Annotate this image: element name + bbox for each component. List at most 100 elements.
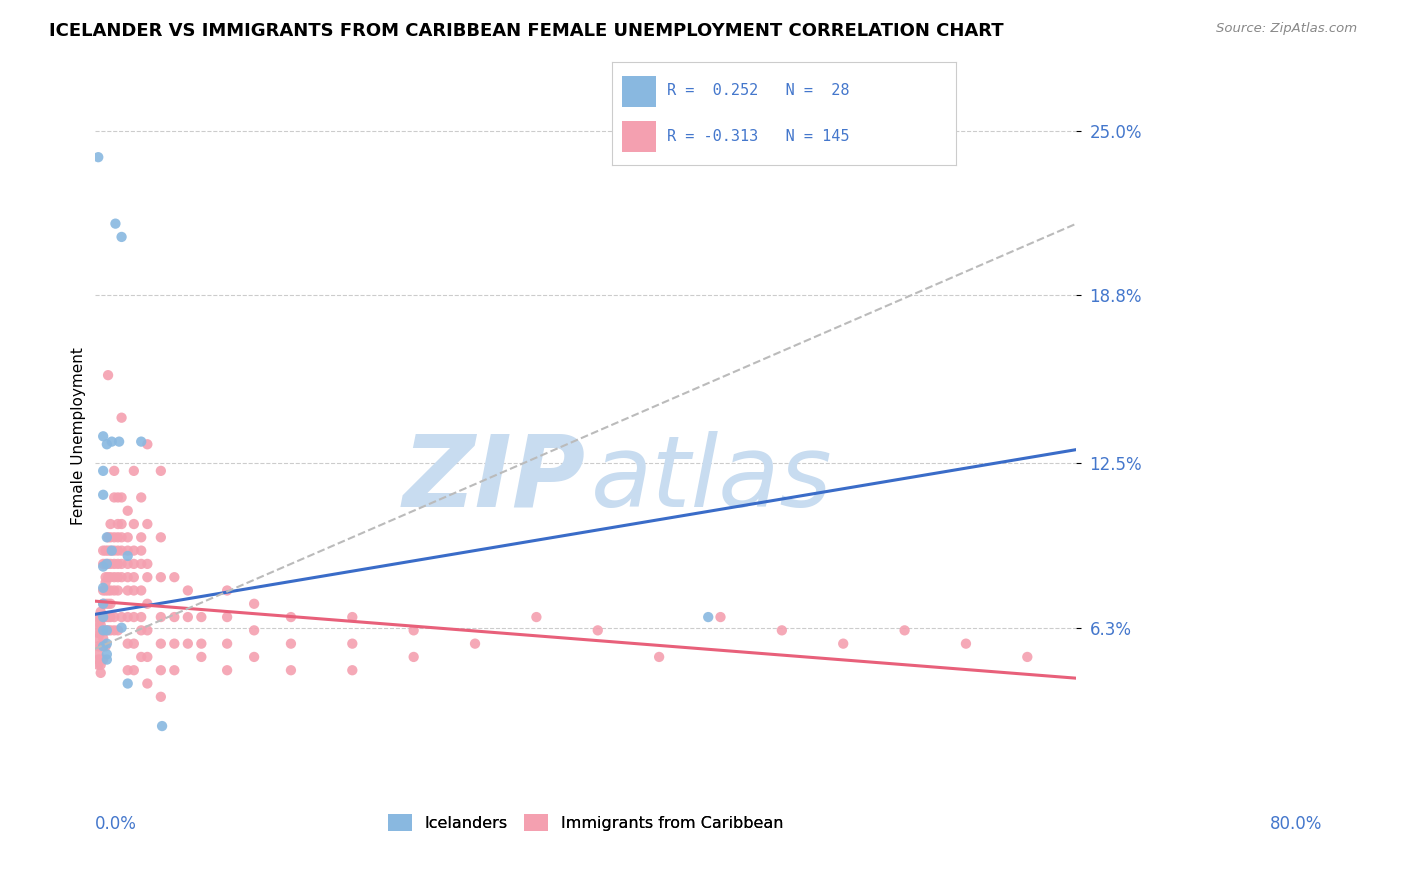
Point bbox=[117, 530, 139, 544]
Point bbox=[110, 491, 132, 505]
Point bbox=[100, 557, 122, 571]
Point bbox=[136, 516, 159, 531]
Point bbox=[87, 640, 110, 654]
Point bbox=[97, 543, 120, 558]
Point bbox=[96, 437, 118, 451]
Point bbox=[117, 543, 139, 558]
Point bbox=[97, 624, 120, 638]
Point bbox=[136, 676, 159, 690]
Point bbox=[100, 543, 122, 558]
Point bbox=[117, 504, 139, 518]
Point bbox=[217, 637, 239, 651]
Point bbox=[96, 637, 118, 651]
Point bbox=[94, 570, 117, 584]
Point bbox=[87, 618, 110, 632]
Point bbox=[342, 663, 364, 677]
Point bbox=[91, 559, 114, 574]
Point bbox=[117, 570, 139, 584]
Point bbox=[91, 581, 114, 595]
Point bbox=[190, 610, 212, 624]
Point bbox=[149, 690, 172, 704]
Point bbox=[110, 543, 132, 558]
Point bbox=[129, 434, 152, 449]
Legend: Icelanders, Immigrants from Caribbean: Icelanders, Immigrants from Caribbean bbox=[381, 808, 789, 838]
Point bbox=[117, 663, 139, 677]
Point bbox=[100, 516, 122, 531]
Point bbox=[129, 543, 152, 558]
Point bbox=[129, 583, 152, 598]
Point bbox=[893, 624, 915, 638]
Point bbox=[129, 530, 152, 544]
Point bbox=[97, 557, 120, 571]
Point bbox=[103, 624, 125, 638]
Y-axis label: Female Unemployment: Female Unemployment bbox=[72, 347, 86, 525]
Point bbox=[955, 637, 977, 651]
Point bbox=[100, 610, 122, 624]
Point bbox=[107, 583, 129, 598]
Point bbox=[100, 434, 122, 449]
Point bbox=[100, 570, 122, 584]
Point bbox=[97, 530, 120, 544]
Point bbox=[87, 610, 110, 624]
Point bbox=[103, 557, 125, 571]
Point bbox=[87, 150, 110, 164]
Point bbox=[100, 597, 122, 611]
Point bbox=[107, 624, 129, 638]
Point bbox=[243, 597, 266, 611]
Text: 0.0%: 0.0% bbox=[94, 815, 136, 833]
Bar bbox=[621, 76, 657, 106]
Point bbox=[117, 610, 139, 624]
Point bbox=[110, 410, 132, 425]
Point bbox=[91, 464, 114, 478]
Point bbox=[107, 516, 129, 531]
Point bbox=[94, 610, 117, 624]
Point bbox=[150, 719, 173, 733]
Point bbox=[104, 217, 127, 231]
Point bbox=[243, 624, 266, 638]
Point bbox=[90, 618, 112, 632]
Point bbox=[110, 621, 132, 635]
Point bbox=[586, 624, 609, 638]
Point bbox=[129, 624, 152, 638]
Point bbox=[122, 583, 145, 598]
Point bbox=[464, 637, 486, 651]
Point bbox=[177, 583, 200, 598]
Point bbox=[149, 610, 172, 624]
Point bbox=[110, 610, 132, 624]
Point bbox=[108, 434, 131, 449]
Point bbox=[136, 437, 159, 451]
Point bbox=[163, 663, 186, 677]
Point bbox=[90, 613, 112, 627]
Point bbox=[402, 649, 425, 664]
Point bbox=[100, 624, 122, 638]
Point bbox=[107, 557, 129, 571]
Point bbox=[190, 649, 212, 664]
Point bbox=[96, 647, 118, 661]
Point bbox=[87, 652, 110, 666]
Point bbox=[107, 491, 129, 505]
Point bbox=[217, 583, 239, 598]
Point bbox=[122, 543, 145, 558]
Point bbox=[136, 557, 159, 571]
Point bbox=[280, 637, 302, 651]
Point bbox=[117, 557, 139, 571]
Point bbox=[103, 610, 125, 624]
Point bbox=[129, 491, 152, 505]
Point bbox=[90, 626, 112, 640]
Point bbox=[280, 663, 302, 677]
Point bbox=[110, 516, 132, 531]
Point bbox=[122, 464, 145, 478]
Point bbox=[163, 610, 186, 624]
Point bbox=[136, 649, 159, 664]
Point bbox=[190, 637, 212, 651]
Point bbox=[129, 557, 152, 571]
Text: R = -0.313   N = 145: R = -0.313 N = 145 bbox=[666, 128, 849, 144]
Point bbox=[110, 230, 132, 244]
Point bbox=[110, 570, 132, 584]
Point bbox=[90, 605, 112, 619]
Point bbox=[103, 543, 125, 558]
Point bbox=[91, 610, 114, 624]
Point bbox=[90, 640, 112, 654]
Point bbox=[91, 543, 114, 558]
Point bbox=[97, 583, 120, 598]
